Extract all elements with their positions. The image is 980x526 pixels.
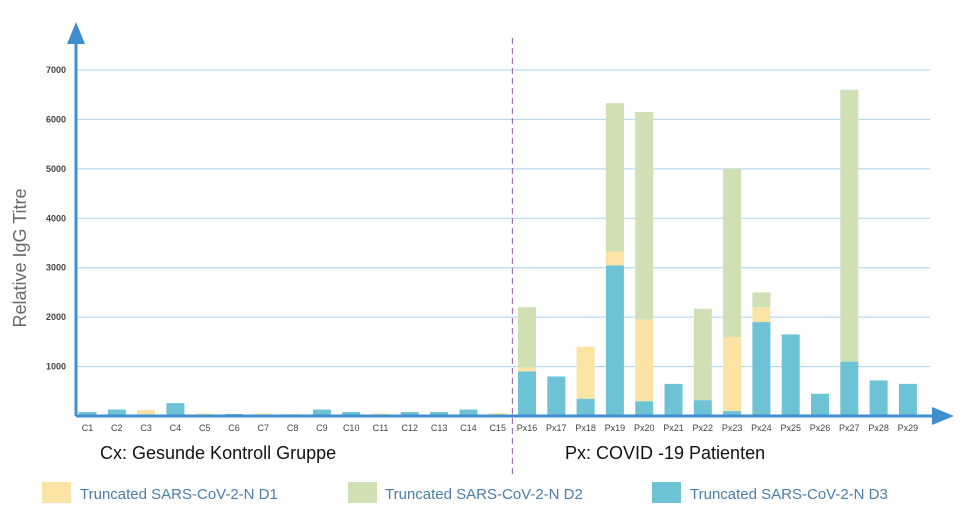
x-tick-label: Px28 (868, 423, 889, 433)
bar-segment (518, 371, 536, 416)
bar-segment (312, 409, 331, 416)
x-tick-label: Px26 (810, 423, 831, 433)
bar-segment (605, 251, 624, 266)
x-tick-label: C10 (343, 423, 360, 433)
bar-segment (78, 412, 97, 416)
x-tick-label: C13 (431, 423, 448, 433)
x-tick-label: C15 (489, 423, 506, 433)
y-tick-label: 2000 (46, 312, 66, 322)
x-tick-label: C9 (316, 423, 328, 433)
legend-swatch-d3 (652, 482, 681, 503)
x-tick-label: C7 (258, 423, 270, 433)
x-tick-label: Px19 (605, 423, 626, 433)
legend-label-d3: Truncated SARS-CoV-2-N D3 (690, 486, 888, 503)
x-tick-label: C6 (228, 423, 240, 433)
bar-segment (342, 412, 361, 416)
bar-segment (723, 168, 742, 337)
x-tick-label: Px20 (634, 423, 655, 433)
x-tick-label: C8 (287, 423, 299, 433)
bar-segment (723, 411, 742, 416)
y-tick-label: 3000 (46, 263, 66, 273)
bar-segment (840, 89, 859, 362)
y-tick-labels: 1000 2000 3000 4000 5000 6000 7000 (46, 65, 66, 372)
bar-segment (811, 393, 829, 416)
legend-swatch-d2 (348, 482, 377, 503)
group-label-controls: Cx: Gesunde Kontroll Gruppe (100, 443, 336, 463)
x-tick-label: Px18 (575, 423, 596, 433)
y-tick-label: 5000 (46, 164, 66, 174)
x-tick-label: Px21 (663, 423, 684, 433)
x-tick-label: Px24 (751, 423, 772, 433)
x-tick-label: C14 (460, 423, 477, 433)
bar-segment (635, 319, 654, 402)
bar-segment (576, 346, 595, 399)
x-tick-label: C12 (402, 423, 419, 433)
x-tick-label: Px17 (546, 423, 567, 433)
group-label-patients: Px: COVID -19 Patienten (565, 443, 765, 463)
bar-segment (664, 383, 683, 416)
x-tick-label: Px25 (780, 423, 801, 433)
bar-segment (400, 412, 419, 416)
bar-segment (752, 322, 771, 416)
bar-segment (752, 292, 771, 308)
x-tick-label: Px27 (839, 423, 860, 433)
legend-label-d2: Truncated SARS-CoV-2-N D2 (385, 486, 583, 503)
y-axis-arrow-icon (67, 22, 85, 44)
bars (78, 89, 917, 416)
x-tick-label: C11 (373, 423, 389, 433)
bar-segment (635, 401, 654, 416)
x-tick-label: C3 (140, 423, 152, 433)
y-tick-label: 4000 (46, 213, 66, 223)
x-tick-label: C5 (199, 423, 211, 433)
bar-segment (547, 376, 566, 416)
bar-segment (898, 383, 917, 416)
bar-segment (518, 307, 536, 368)
bar-segment (693, 400, 712, 416)
bar-segment (693, 308, 712, 401)
bar-segment (605, 265, 624, 416)
bar-segment (459, 409, 478, 416)
axes (67, 22, 954, 425)
bar-segment (635, 112, 654, 320)
x-tick-label: C4 (170, 423, 182, 433)
bar-segment (107, 409, 126, 416)
y-tick-label: 1000 (46, 362, 66, 372)
bar-segment (781, 334, 800, 416)
bar-segment (723, 336, 742, 412)
legend-label-d1: Truncated SARS-CoV-2-N D1 (80, 486, 278, 503)
bar-segment (605, 103, 624, 252)
x-tick-label: C1 (82, 423, 94, 433)
x-tick-label: Px16 (517, 423, 538, 433)
x-tick-labels: C1 C2 C3 C4 C5 C6 C7 C8 C9 C10 C11 C12 C13 C14 C15 Px16… (82, 423, 918, 433)
y-axis-label: Relative IgG Titre (10, 188, 30, 327)
grid-lines (76, 69, 930, 368)
bar-segment (752, 307, 771, 323)
bar-segment (137, 410, 156, 416)
x-axis-arrow-icon (932, 407, 954, 425)
bar-segment (166, 403, 185, 416)
legend: Truncated SARS-CoV-2-N D1 Truncated SARS… (42, 482, 888, 503)
y-tick-label: 6000 (46, 114, 66, 124)
bar-segment (869, 380, 888, 416)
x-tick-label: Px22 (693, 423, 714, 433)
x-tick-label: Px23 (722, 423, 743, 433)
bar-segment (430, 412, 449, 416)
legend-swatch-d1 (42, 482, 71, 503)
bar-segment (518, 367, 536, 372)
x-tick-label: Px29 (898, 423, 919, 433)
bar-segment (840, 361, 859, 416)
y-tick-label: 7000 (46, 65, 66, 75)
bar-segment (576, 398, 595, 416)
x-tick-label: C2 (111, 423, 123, 433)
